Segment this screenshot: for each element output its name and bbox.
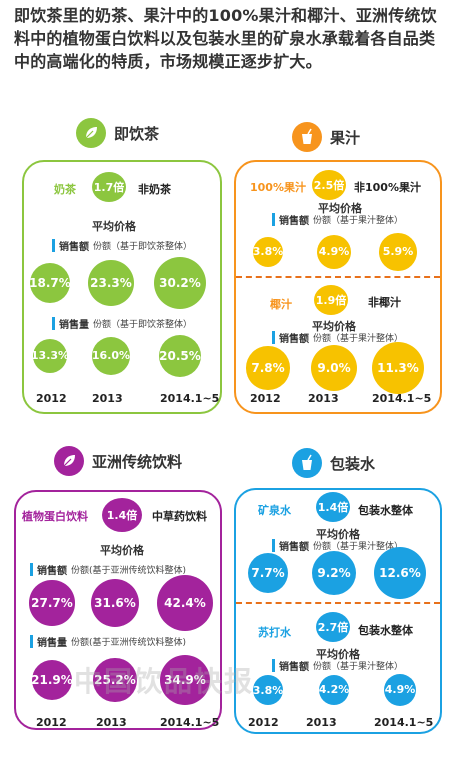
juice-caption-1: 销售额 份额（基于果汁整体） (272, 212, 403, 227)
bubble-亚洲传统饮料-4-0: 27.7% (29, 580, 75, 626)
water-title: 包装水 (330, 454, 376, 473)
tea-avg-price: 平均价格 (92, 220, 136, 233)
asian-header: 亚洲传统饮料 (54, 446, 182, 476)
bubble-即饮茶-1-2: 20.5% (158, 334, 202, 378)
year-label-1-2: 2014.1~5 (372, 392, 432, 405)
juice-caption-2: 销售额 份额（基于果汁整体） (272, 330, 403, 345)
juice-multiplier-badge-2: 1.9倍 (314, 285, 348, 315)
juice-compare-left-2: 椰汁 (270, 298, 292, 311)
water-cup-icon (292, 448, 322, 478)
bubble-即饮茶-0-0: 18.7% (29, 262, 71, 304)
tea-title: 即饮茶 (114, 124, 160, 143)
bubble-包装水-7-2: 4.9% (383, 673, 417, 707)
tea-panel (22, 160, 222, 414)
water-multiplier-badge-1: 1.4倍 (316, 492, 350, 522)
water-multiplier-badge-2: 2.7倍 (316, 612, 350, 642)
juice-compare-left-1: 100%果汁 (250, 181, 306, 194)
bubble-即饮茶-1-1: 16.0% (92, 337, 130, 375)
asian-caption-sales-volume: 销售量 份额(基于亚洲传统饮料整体) (30, 634, 186, 649)
juice-panel (234, 160, 442, 414)
water-caption-1: 销售额 份额（基于果汁整体） (272, 538, 403, 553)
tea-multiplier-badge: 1.7倍 (92, 172, 126, 202)
year-label-1-1: 2013 (308, 392, 339, 405)
tea-compare-right: 非奶茶 (138, 183, 171, 196)
year-label-2-1: 2013 (96, 716, 127, 729)
bubble-果汁-3-2: 11.3% (372, 342, 424, 394)
bubble-亚洲传统饮料-5-2: 34.9% (159, 654, 211, 706)
tea-header: 即饮茶 (76, 118, 159, 148)
tea-compare-left: 奶茶 (54, 183, 76, 196)
water-compare-right-2: 包装水整体 (358, 624, 413, 637)
leaf-icon (54, 446, 84, 476)
asian-panel (14, 490, 222, 730)
tea-caption-sales-value: 销售额 份额（基于即饮茶整体） (52, 238, 192, 253)
juice-divider (236, 276, 440, 278)
asian-avg-price: 平均价格 (100, 544, 144, 557)
tea-caption-sales-volume: 销售量 份额（基于即饮茶整体） (52, 316, 192, 331)
juice-compare-right-2: 非椰汁 (368, 296, 401, 309)
water-avg-price-1: 平均价格 (316, 528, 360, 541)
water-divider (236, 602, 440, 604)
leaf-icon (76, 118, 106, 148)
bubble-亚洲传统饮料-4-2: 42.4% (157, 575, 213, 631)
juice-compare-right-1: 非100%果汁 (354, 181, 421, 194)
juice-title: 果汁 (330, 128, 361, 147)
year-label-0-1: 2013 (92, 392, 123, 405)
bubble-即饮茶-0-2: 30.2% (154, 257, 206, 309)
juice-header: 果汁 (292, 122, 360, 152)
juice-cup-icon (292, 122, 322, 152)
year-label-2-0: 2012 (36, 716, 67, 729)
bubble-果汁-3-1: 9.0% (310, 344, 358, 392)
year-label-0-2: 2014.1~5 (160, 392, 220, 405)
water-caption-2: 销售额 份额（基于果汁整体） (272, 658, 403, 673)
year-label-0-0: 2012 (36, 392, 67, 405)
bubble-包装水-7-1: 4.2% (319, 674, 349, 705)
year-label-3-1: 2013 (306, 716, 337, 729)
bubble-果汁-2-0: 3.8% (253, 236, 283, 268)
year-label-1-0: 2012 (250, 392, 281, 405)
asian-compare-right: 中草药饮料 (152, 510, 207, 523)
year-label-3-2: 2014.1~5 (374, 716, 434, 729)
water-compare-left-1: 矿泉水 (258, 504, 291, 517)
asian-compare-left: 植物蛋白饮料 (22, 510, 88, 523)
asian-caption-sales-value: 销售额 份额(基于亚洲传统饮料整体) (30, 562, 186, 577)
bubble-果汁-2-2: 5.9% (379, 233, 417, 271)
asian-multiplier-badge: 1.4倍 (102, 498, 142, 532)
bubble-包装水-7-0: 3.8% (253, 675, 283, 705)
water-compare-right-1: 包装水整体 (358, 504, 413, 517)
water-panel (234, 488, 442, 734)
water-avg-price-2: 平均价格 (316, 648, 360, 661)
juice-avg-price-2: 平均价格 (312, 320, 356, 333)
juice-avg-price-1: 平均价格 (318, 202, 362, 215)
bubble-包装水-6-0: 7.7% (247, 552, 289, 594)
watermark: 中国饮品快报 (74, 665, 255, 698)
intro-text: 即饮茶里的奶茶、果汁中的100%果汁和椰汁、亚洲传统饮料中的植物蛋白饮料以及包装… (14, 6, 437, 71)
water-compare-left-2: 苏打水 (258, 626, 291, 639)
bubble-果汁-2-1: 4.9% (316, 234, 352, 270)
bubble-亚洲传统饮料-5-1: 25.2% (93, 658, 137, 702)
year-label-2-2: 2014.1~5 (160, 716, 220, 729)
bubble-即饮茶-1-0: 13.3% (31, 338, 69, 374)
year-label-3-0: 2012 (248, 716, 279, 729)
bubble-亚洲传统饮料-4-1: 31.6% (90, 578, 140, 628)
juice-multiplier-badge-1: 2.5倍 (312, 170, 346, 200)
bubble-亚洲传统饮料-5-0: 21.9% (31, 659, 73, 701)
bubble-包装水-6-2: 12.6% (374, 547, 426, 599)
asian-title: 亚洲传统饮料 (92, 452, 183, 471)
bubble-包装水-6-1: 9.2% (311, 550, 357, 596)
bubble-果汁-3-0: 7.8% (246, 346, 290, 390)
water-header: 包装水 (292, 448, 375, 478)
bubble-即饮茶-0-1: 23.3% (88, 260, 134, 306)
